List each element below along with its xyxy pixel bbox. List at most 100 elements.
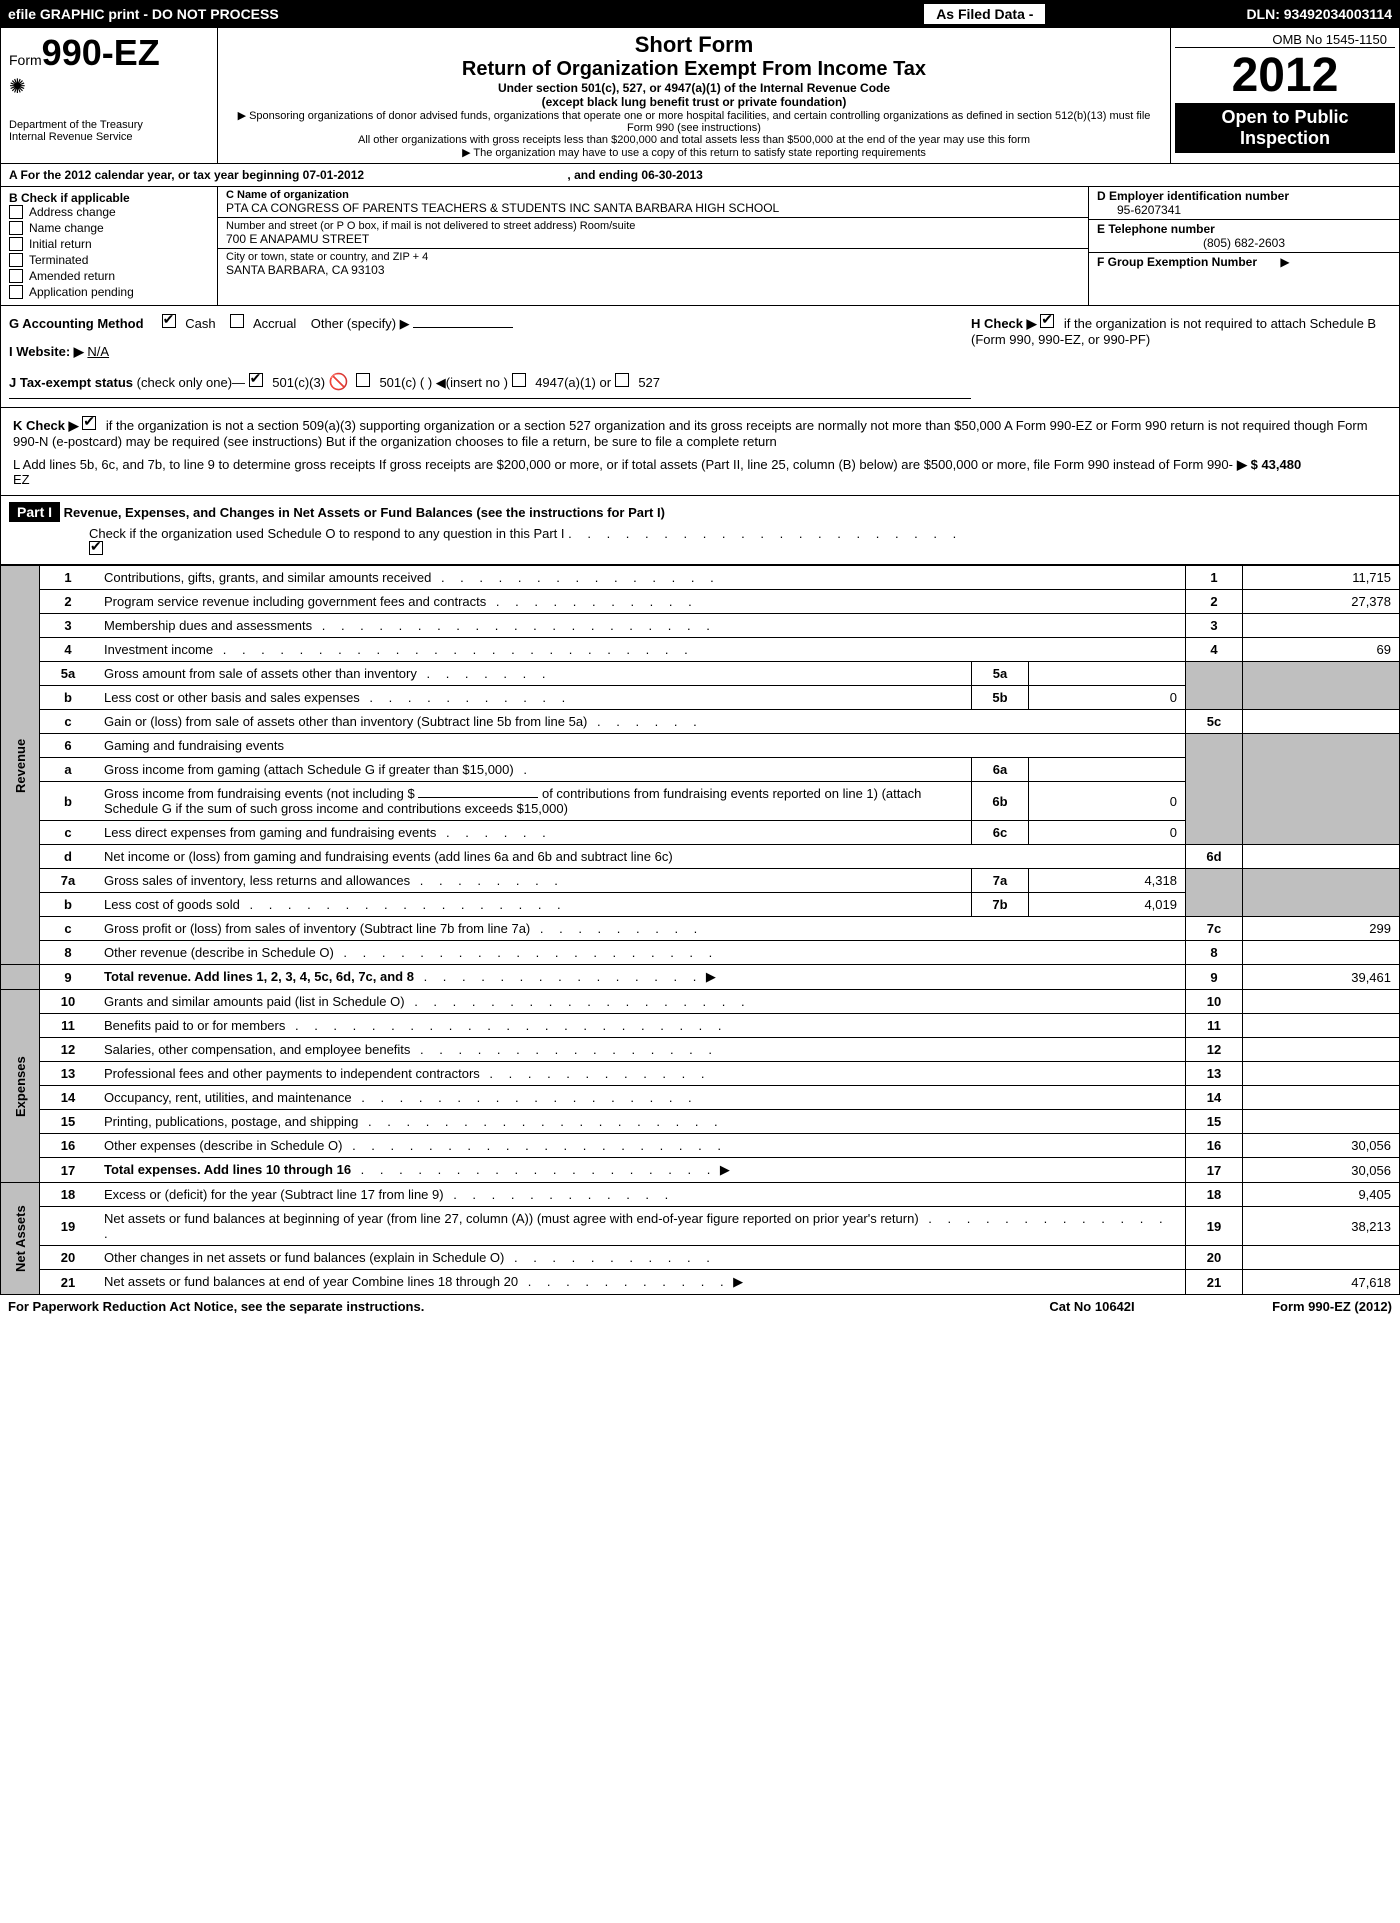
line-14-desc: Occupancy, rent, utilities, and maintena… [104, 1090, 352, 1105]
ein-value: 95-6207341 [1097, 203, 1391, 217]
prohibited-icon: 🚫 [329, 374, 349, 391]
section-a: A For the 2012 calendar year, or tax yea… [0, 164, 1400, 187]
line-20-num: 20 [40, 1246, 97, 1270]
accounting-section: G Accounting Method Cash Accrual Other (… [0, 306, 1400, 408]
line-5c-val [1243, 710, 1400, 734]
line-5b-ival: 0 [1029, 686, 1186, 710]
checkbox-schedule-o[interactable] [89, 541, 103, 555]
line-17-val: 30,056 [1243, 1158, 1400, 1183]
part-i-header: Part I Revenue, Expenses, and Changes in… [0, 496, 1400, 565]
k-label: K Check ▶ [13, 418, 79, 433]
line-2-val: 27,378 [1243, 590, 1400, 614]
line-8-desc: Other revenue (describe in Schedule O) [104, 945, 334, 960]
line-6b-input[interactable] [418, 797, 538, 798]
paperwork-notice: For Paperwork Reduction Act Notice, see … [8, 1299, 992, 1314]
line-13-rnum: 13 [1186, 1062, 1243, 1086]
checkbox-k[interactable] [82, 416, 96, 430]
line-6-desc: Gaming and fundraising events [104, 738, 284, 753]
shaded-cell [1186, 734, 1243, 845]
line-7b-desc: Less cost of goods sold [104, 897, 240, 912]
line-19-rnum: 19 [1186, 1207, 1243, 1246]
line-6d-val [1243, 845, 1400, 869]
line-4-rnum: 4 [1186, 638, 1243, 662]
sponsor-text-3: ▶ The organization may have to use a cop… [230, 146, 1158, 159]
label-501c: 501(c) ( ) ◀(insert no ) [379, 375, 507, 390]
checkbox-h[interactable] [1040, 314, 1054, 328]
line-6b-ival: 0 [1029, 782, 1186, 821]
line-12-desc: Salaries, other compensation, and employ… [104, 1042, 410, 1057]
line-20-desc: Other changes in net assets or fund bala… [104, 1250, 504, 1265]
f-arrow: ▶ [1280, 255, 1289, 269]
line-18-val: 9,405 [1243, 1183, 1400, 1207]
label-name-change: Name change [29, 221, 104, 235]
line-6b-desc1: Gross income from fundraising events (no… [104, 786, 415, 801]
line-3-val [1243, 614, 1400, 638]
shaded-cell [1243, 734, 1400, 845]
label-amended: Amended return [29, 269, 115, 283]
line-15-val [1243, 1110, 1400, 1134]
efile-notice: efile GRAPHIC print - DO NOT PROCESS [0, 6, 923, 22]
line-6b-inum: 6b [972, 782, 1029, 821]
label-initial-return: Initial return [29, 237, 92, 251]
part-i-check-text: Check if the organization used Schedule … [89, 526, 565, 541]
line-7c-num: c [40, 917, 97, 941]
line-5b-num: b [40, 686, 97, 710]
e-label: E Telephone number [1097, 222, 1391, 236]
line-1-desc: Contributions, gifts, grants, and simila… [104, 570, 431, 585]
line-12-rnum: 12 [1186, 1038, 1243, 1062]
dept-treasury: Department of the Treasury [9, 119, 209, 131]
website-value: N/A [87, 344, 109, 359]
line-10-num: 10 [40, 990, 97, 1014]
page-footer: For Paperwork Reduction Act Notice, see … [0, 1295, 1400, 1318]
line-6c-inum: 6c [972, 821, 1029, 845]
line-7b-ival: 4,019 [1029, 893, 1186, 917]
line-19-num: 19 [40, 1207, 97, 1246]
h-label: H Check ▶ [971, 316, 1037, 331]
checkbox-527[interactable] [615, 373, 629, 387]
line-21-val: 47,618 [1243, 1270, 1400, 1295]
line-21-num: 21 [40, 1270, 97, 1295]
line-3-num: 3 [40, 614, 97, 638]
line-11-num: 11 [40, 1014, 97, 1038]
line-17-rnum: 17 [1186, 1158, 1243, 1183]
line-10-desc: Grants and similar amounts paid (list in… [104, 994, 405, 1009]
line-18-rnum: 18 [1186, 1183, 1243, 1207]
line-18-desc: Excess or (deficit) for the year (Subtra… [104, 1187, 444, 1202]
checkbox-address-change[interactable] [9, 205, 23, 219]
checkbox-initial-return[interactable] [9, 237, 23, 251]
checkbox-accrual[interactable] [230, 314, 244, 328]
checkbox-application-pending[interactable] [9, 285, 23, 299]
line-9-desc: Total revenue. Add lines 1, 2, 3, 4, 5c,… [104, 969, 414, 984]
checkbox-terminated[interactable] [9, 253, 23, 267]
line-8-val [1243, 941, 1400, 965]
line-7a-inum: 7a [972, 869, 1029, 893]
line-6a-desc: Gross income from gaming (attach Schedul… [104, 762, 514, 777]
label-501c3: 501(c)(3) [272, 375, 325, 390]
line-10-rnum: 10 [1186, 990, 1243, 1014]
line-6-num: 6 [40, 734, 97, 758]
city-label: City or town, state or country, and ZIP … [226, 251, 1080, 263]
line-21-rnum: 21 [1186, 1270, 1243, 1295]
form-label: Form [9, 52, 42, 68]
line-12-val [1243, 1038, 1400, 1062]
checkbox-501c[interactable] [356, 373, 370, 387]
other-specify-input[interactable] [413, 327, 513, 328]
line-18-num: 18 [40, 1183, 97, 1207]
i-label: I Website: ▶ [9, 344, 84, 359]
j-label: J Tax-exempt status [9, 375, 133, 390]
checkbox-name-change[interactable] [9, 221, 23, 235]
f-label: F Group Exemption Number [1097, 255, 1257, 269]
line-9-rnum: 9 [1186, 965, 1243, 990]
line-14-num: 14 [40, 1086, 97, 1110]
checkbox-cash[interactable] [162, 314, 176, 328]
checkbox-501c3[interactable] [249, 373, 263, 387]
line-19-desc: Net assets or fund balances at beginning… [104, 1211, 919, 1226]
checkbox-4947[interactable] [512, 373, 526, 387]
line-13-val [1243, 1062, 1400, 1086]
line-16-desc: Other expenses (describe in Schedule O) [104, 1138, 342, 1153]
line-15-rnum: 15 [1186, 1110, 1243, 1134]
g-label: G Accounting Method [9, 316, 144, 331]
line-6a-ival [1029, 758, 1186, 782]
line-6d-num: d [40, 845, 97, 869]
checkbox-amended[interactable] [9, 269, 23, 283]
